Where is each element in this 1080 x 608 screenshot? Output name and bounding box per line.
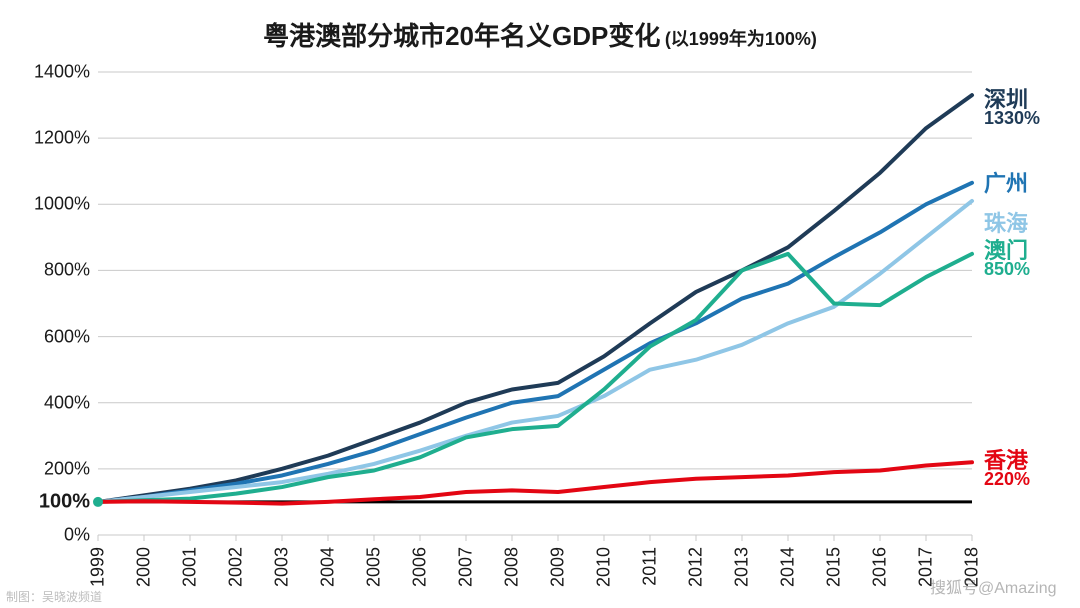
x-tick-label: 2012 <box>686 547 707 587</box>
x-tick-label: 2010 <box>594 547 615 587</box>
x-tick-label: 2005 <box>364 547 385 587</box>
x-tick-label: 2014 <box>778 547 799 587</box>
plot-area <box>0 0 1080 608</box>
chart-container: 粤港澳部分城市20年名义GDP变化 (以1999年为100%) 0%100%20… <box>0 0 1080 608</box>
x-tick-label: 2003 <box>272 547 293 587</box>
series-end-label: 1330% <box>984 108 1040 129</box>
x-tick-label: 2015 <box>824 547 845 587</box>
y-tick-label: 0% <box>10 525 90 546</box>
series-end-label: 850% <box>984 259 1030 280</box>
x-tick-label: 2007 <box>456 547 477 587</box>
x-tick-label: 2013 <box>732 547 753 587</box>
series-line-澳门 <box>98 254 972 502</box>
x-tick-label: 2009 <box>548 547 569 587</box>
x-tick-label: 2004 <box>318 547 339 587</box>
series-line-珠海 <box>98 201 972 502</box>
y-tick-label: 200% <box>10 458 90 479</box>
x-tick-label: 1999 <box>88 547 109 587</box>
x-tick-label: 2016 <box>870 547 891 587</box>
x-tick-label: 2002 <box>226 547 247 587</box>
series-line-广州 <box>98 183 972 502</box>
y-tick-label: 600% <box>10 326 90 347</box>
series-end-label: 广州 <box>984 166 1028 198</box>
x-tick-label: 2001 <box>180 547 201 587</box>
x-tick-label: 2000 <box>134 547 155 587</box>
y-tick-label: 800% <box>10 260 90 281</box>
series-line-深圳 <box>98 95 972 502</box>
y-tick-label: 400% <box>10 392 90 413</box>
y-tick-label: 1000% <box>10 194 90 215</box>
credit-text: 制图：吴晓波频道 <box>6 588 102 605</box>
x-tick-label: 2008 <box>502 547 523 587</box>
start-marker <box>93 497 103 507</box>
y-tick-label: 1400% <box>10 62 90 83</box>
watermark-text: 搜狐号@Amazing <box>930 574 1057 598</box>
y-tick-label: 1200% <box>10 128 90 149</box>
x-tick-label: 2011 <box>640 547 661 586</box>
series-end-label: 220% <box>984 469 1030 490</box>
y-tick-label: 100% <box>10 490 90 513</box>
x-tick-label: 2006 <box>410 547 431 587</box>
